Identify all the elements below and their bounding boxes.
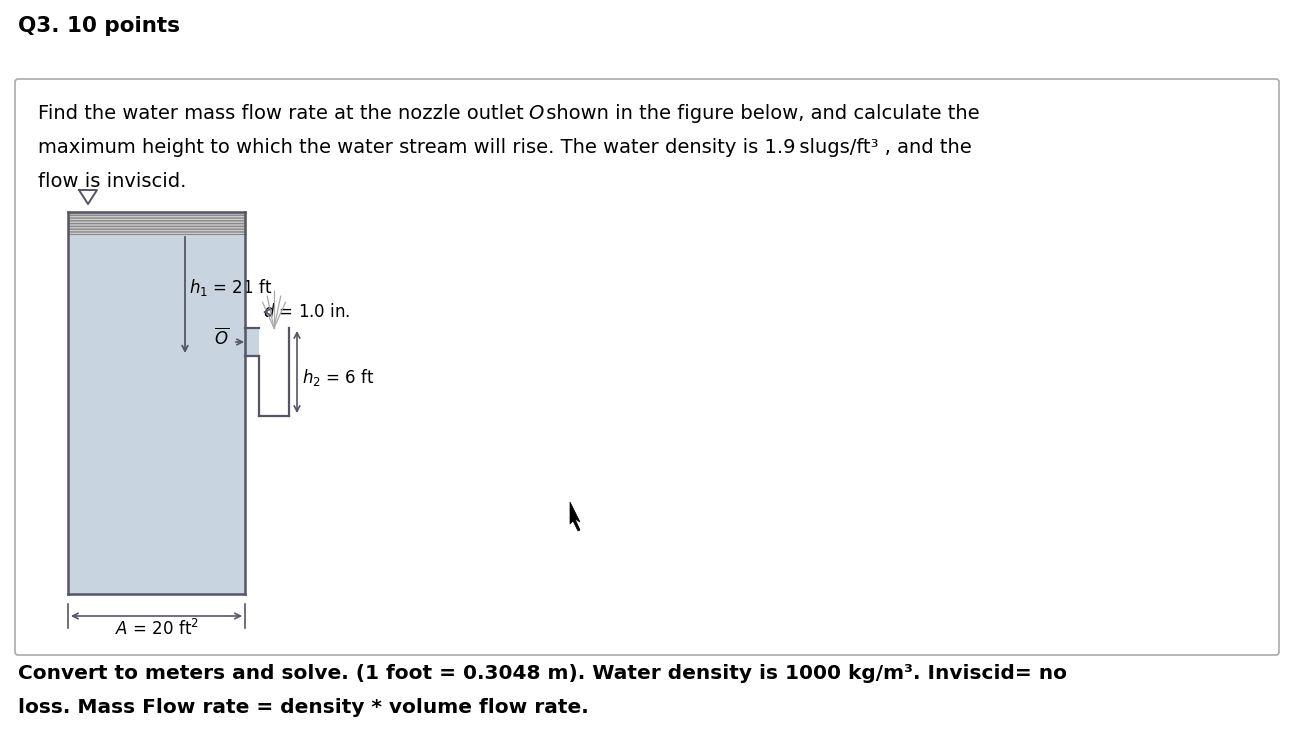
Text: flow is inviscid.: flow is inviscid.	[38, 172, 186, 191]
Bar	[69, 212, 245, 234]
Text: Find the water mass flow rate at the nozzle outlet: Find the water mass flow rate at the noz…	[38, 104, 531, 123]
Polygon shape	[569, 502, 580, 531]
Text: maximum height to which the water stream will rise. The water density is 1.9 slu: maximum height to which the water stream…	[38, 138, 972, 157]
Text: $\overline{O}$: $\overline{O}$	[214, 327, 229, 349]
Text: loss. Mass Flow rate = density * volume flow rate.: loss. Mass Flow rate = density * volume …	[18, 698, 589, 717]
FancyBboxPatch shape	[16, 79, 1278, 655]
Text: $d$ = 1.0 in.: $d$ = 1.0 in.	[263, 303, 351, 321]
Text: O: O	[528, 104, 543, 123]
Text: $h_1$ = 21 ft: $h_1$ = 21 ft	[189, 277, 272, 298]
Text: Q3. 10 points: Q3. 10 points	[18, 16, 180, 36]
Bar	[245, 328, 259, 356]
Text: $A$ = 20 ft$^2$: $A$ = 20 ft$^2$	[114, 619, 198, 639]
Text: $h_2$ = 6 ft: $h_2$ = 6 ft	[302, 367, 375, 387]
Text: Convert to meters and solve. (1 foot = 0.3048 m). Water density is 1000 kg/m³. I: Convert to meters and solve. (1 foot = 0…	[18, 664, 1068, 683]
Text: shown in the figure below, and calculate the: shown in the figure below, and calculate…	[540, 104, 980, 123]
Bar	[69, 234, 245, 594]
Bar	[259, 328, 289, 416]
